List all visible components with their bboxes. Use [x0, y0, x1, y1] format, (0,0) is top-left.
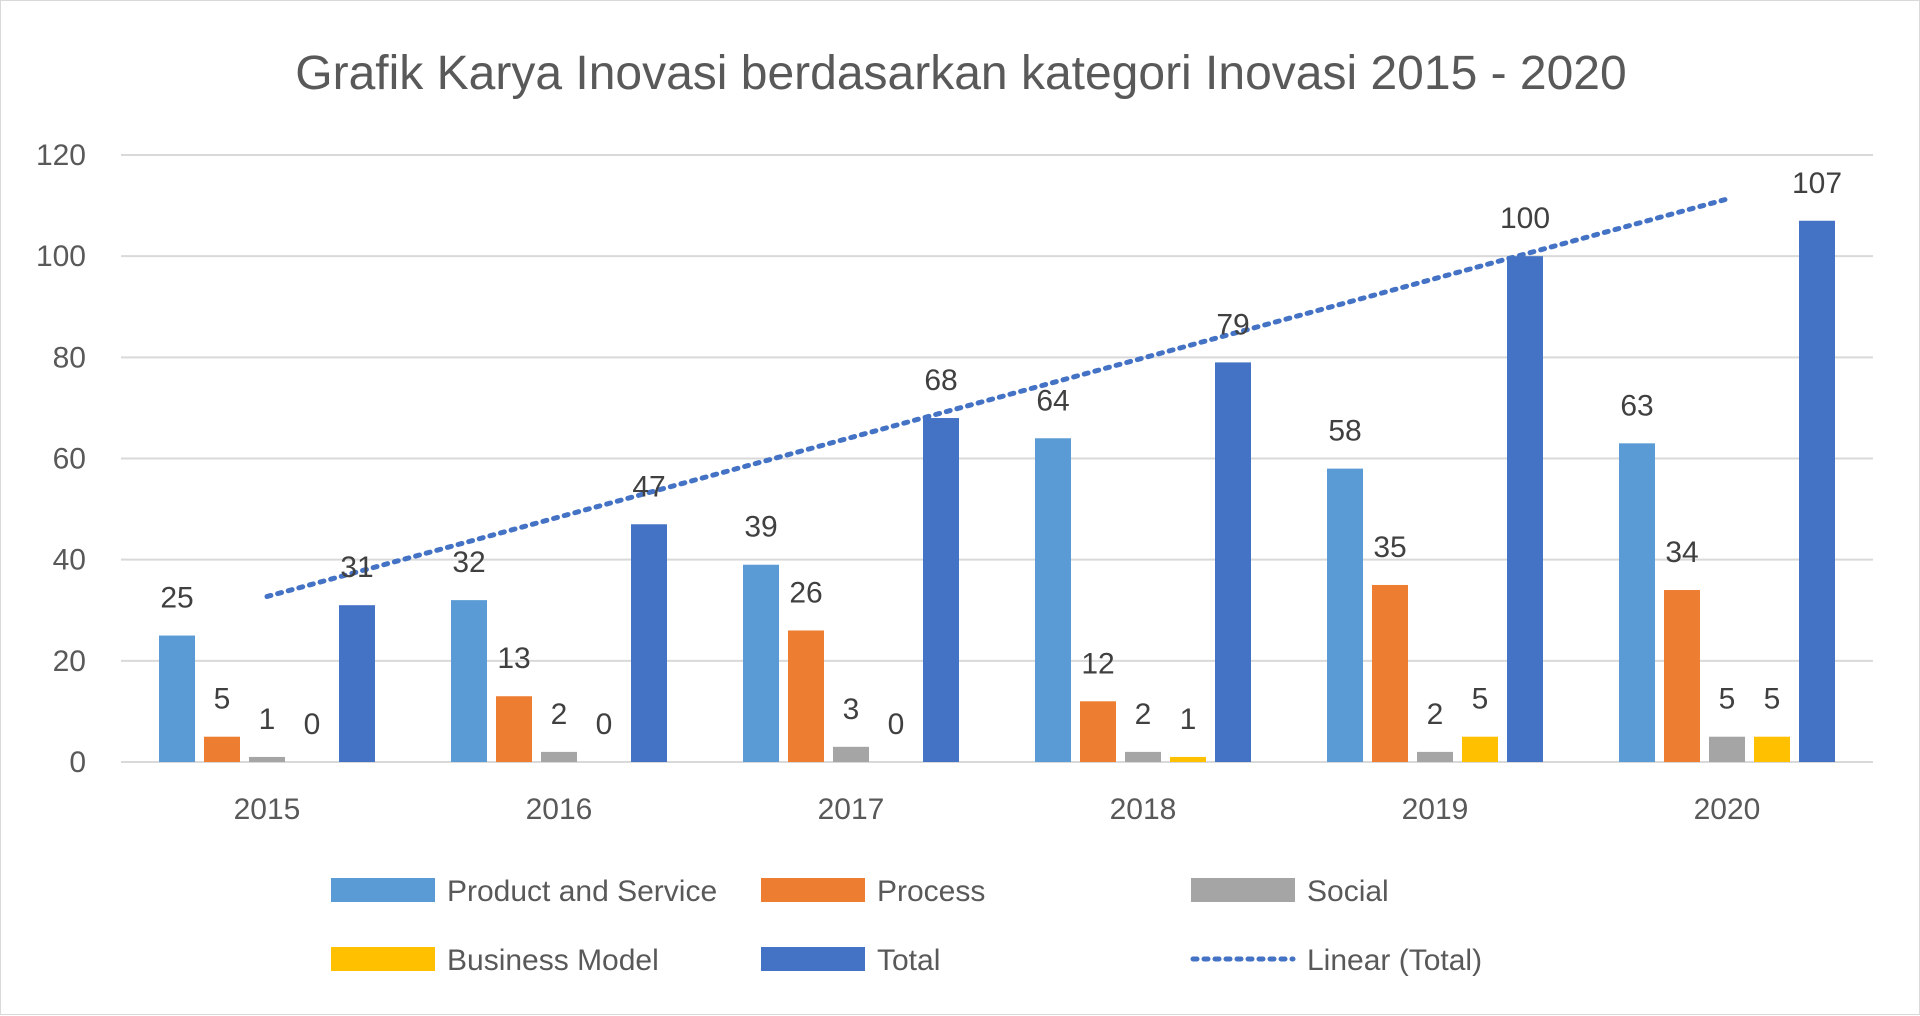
data-label: 34 [1665, 536, 1698, 569]
legend-swatch [331, 947, 435, 971]
data-label: 1 [1180, 703, 1197, 736]
legend-label: Social [1307, 875, 1389, 908]
bar [1080, 701, 1116, 762]
data-label: 5 [1764, 683, 1781, 716]
x-tick-label: 2019 [1402, 793, 1469, 826]
y-tick-label: 60 [53, 443, 86, 476]
legend-swatch [331, 878, 435, 902]
y-tick-label: 20 [53, 645, 86, 678]
data-label: 1 [259, 703, 276, 736]
data-label: 32 [452, 546, 485, 579]
data-label: 5 [1472, 683, 1489, 716]
data-label: 2 [1427, 698, 1444, 731]
x-tick-label: 2020 [1694, 793, 1761, 826]
bar [788, 630, 824, 762]
bar [1619, 443, 1655, 762]
bar [249, 756, 285, 762]
data-label: 26 [789, 576, 822, 609]
data-label: 58 [1328, 415, 1361, 448]
bar [631, 524, 667, 762]
bars [159, 220, 1835, 763]
data-label: 39 [744, 511, 777, 544]
x-tick-label: 2017 [818, 793, 885, 826]
bar [833, 746, 869, 762]
legend-label: Linear (Total) [1307, 944, 1482, 977]
data-label: 35 [1373, 531, 1406, 564]
data-label: 79 [1216, 308, 1249, 341]
bar [1664, 590, 1700, 762]
bar [159, 635, 195, 762]
bar [1709, 736, 1745, 762]
data-label: 100 [1500, 202, 1550, 235]
data-label: 3 [843, 693, 860, 726]
data-label: 31 [340, 551, 373, 584]
data-label: 64 [1036, 384, 1069, 417]
legend-item: Product and Service [331, 875, 717, 908]
data-label: 12 [1081, 647, 1114, 680]
bar [1417, 751, 1453, 762]
bar [923, 418, 959, 762]
data-label: 2 [1135, 698, 1152, 731]
data-label: 68 [924, 364, 957, 397]
legend: Product and Service Process Social Business… [331, 875, 1482, 977]
data-label: 2 [551, 698, 568, 731]
legend-label: Product and Service [447, 875, 717, 908]
bar [1125, 751, 1161, 762]
legend-item: Total [761, 944, 940, 977]
bar [1215, 362, 1251, 762]
x-tick-label: 2018 [1110, 793, 1177, 826]
legend-item: Linear (Total) [1190, 944, 1482, 977]
y-tick-label: 0 [69, 746, 86, 779]
trendline [264, 196, 1730, 600]
bar [496, 696, 532, 762]
chart-title: Grafik Karya Inovasi berdasarkan kategor… [295, 47, 1626, 100]
legend-label: Business Model [447, 944, 659, 977]
y-tick-label: 100 [36, 240, 86, 273]
data-label: 0 [304, 708, 321, 741]
legend-item: Business Model [331, 944, 659, 977]
legend-swatch [761, 947, 865, 971]
data-label: 63 [1620, 389, 1653, 422]
bar [1170, 756, 1206, 762]
data-label: 25 [160, 582, 193, 615]
data-label: 107 [1792, 167, 1842, 200]
legend-swatch [761, 878, 865, 902]
x-tick-label: 2015 [234, 793, 301, 826]
bar [1754, 736, 1790, 762]
legend-item: Process [761, 875, 985, 908]
bar [1035, 438, 1071, 762]
bar [1799, 220, 1835, 763]
bar [204, 736, 240, 762]
data-label: 5 [1719, 683, 1736, 716]
data-label: 5 [214, 683, 231, 716]
bar [1327, 468, 1363, 762]
data-label: 47 [632, 470, 665, 503]
legend-label: Process [877, 875, 985, 908]
data-label: 13 [497, 642, 530, 675]
legend-item: Social [1191, 875, 1389, 908]
legend-swatch [1191, 878, 1295, 902]
bar [743, 564, 779, 762]
bar [541, 751, 577, 762]
bar [451, 600, 487, 762]
bar [1507, 256, 1543, 762]
y-tick-label: 40 [53, 544, 86, 577]
y-tick-label: 120 [36, 139, 86, 172]
data-label: 0 [596, 708, 613, 741]
y-tick-label: 80 [53, 341, 86, 374]
gridlines [121, 154, 1873, 763]
trendline-layer [264, 196, 1730, 600]
bar [1372, 584, 1408, 762]
bar [339, 605, 375, 762]
legend-label: Total [877, 944, 940, 977]
bar [1462, 736, 1498, 762]
x-tick-label: 2016 [526, 793, 593, 826]
data-label: 0 [888, 708, 905, 741]
